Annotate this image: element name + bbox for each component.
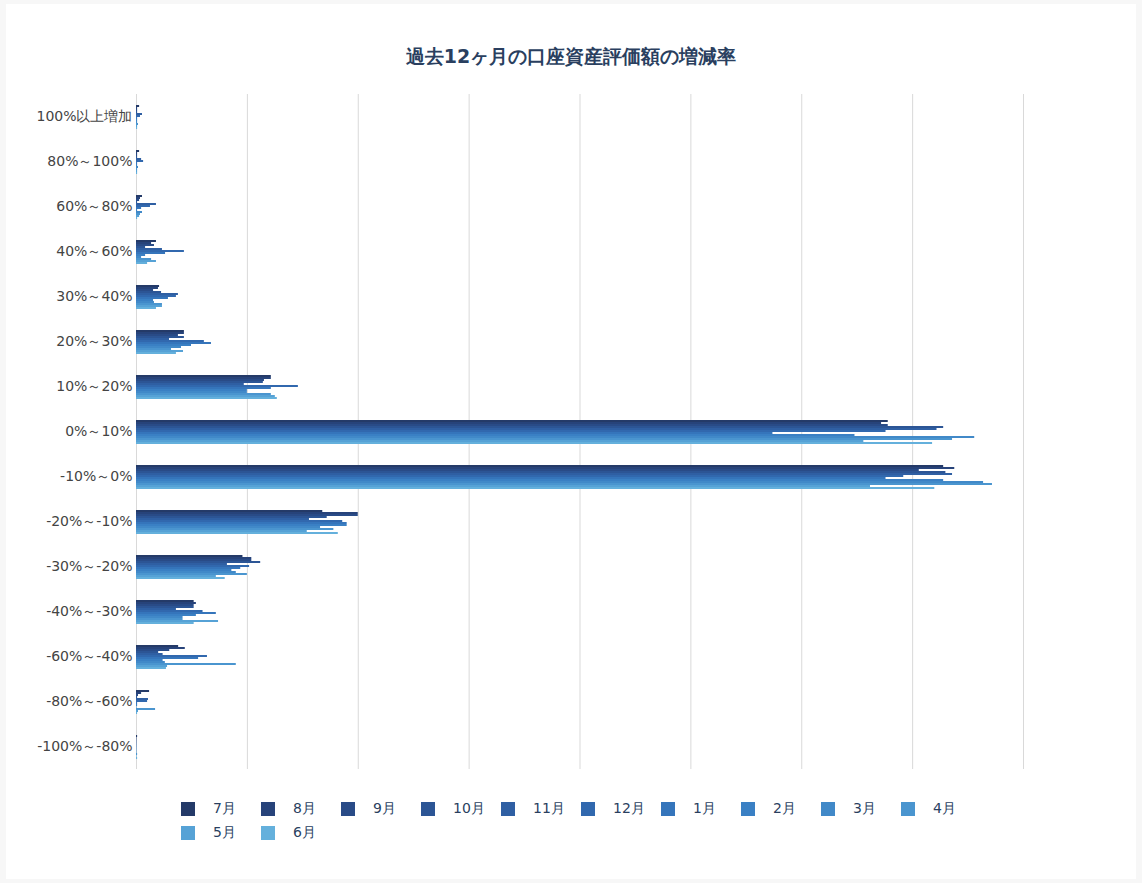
svg-text:60%～80%: 60%～80% (56, 198, 132, 214)
html-text:5月: 5月 (213, 824, 236, 840)
svg-text:20%～30%: 20%～30% (56, 333, 132, 349)
html-text:1月: 1月 (693, 800, 716, 816)
svg-text:30%～40%: 30%～40% (56, 288, 132, 304)
svg-text:10%～20%: 10%～20% (56, 378, 132, 394)
svg-text:-20%～-10%: -20%～-10% (46, 513, 132, 529)
svg-text:40%～60%: 40%～60% (56, 243, 132, 259)
svg-text:80%～100%: 80%～100% (47, 153, 132, 169)
html-text:2月: 2月 (773, 800, 796, 816)
svg-text:-100%～-80%: -100%～-80% (37, 738, 132, 754)
svg-text:-60%～-40%: -60%～-40% (46, 648, 132, 664)
html-text:12月: 12月 (613, 800, 645, 816)
html-text:過去12ヶ月の口座資産評価額の増減率: 過去12ヶ月の口座資産評価額の増減率 (405, 45, 737, 67)
svg-text:-40%～-30%: -40%～-30% (46, 603, 132, 619)
svg-text:100%以上増加: 100%以上増加 (36, 108, 132, 124)
html-text:4月: 4月 (933, 800, 956, 816)
html-text:7月: 7月 (213, 800, 236, 816)
svg-text:-80%～-60%: -80%～-60% (46, 693, 132, 709)
svg-text:-10%～0%: -10%～0% (60, 468, 132, 484)
html-text:3月: 3月 (853, 800, 876, 816)
html-text:10月: 10月 (453, 800, 485, 816)
svg-text:0%～10%: 0%～10% (65, 423, 132, 439)
html-text:11月: 11月 (533, 800, 565, 816)
html-text:6月: 6月 (293, 824, 316, 840)
html-text:9月: 9月 (373, 800, 396, 816)
svg-text:-30%～-20%: -30%～-20% (46, 558, 132, 574)
html-text:8月: 8月 (293, 800, 316, 816)
